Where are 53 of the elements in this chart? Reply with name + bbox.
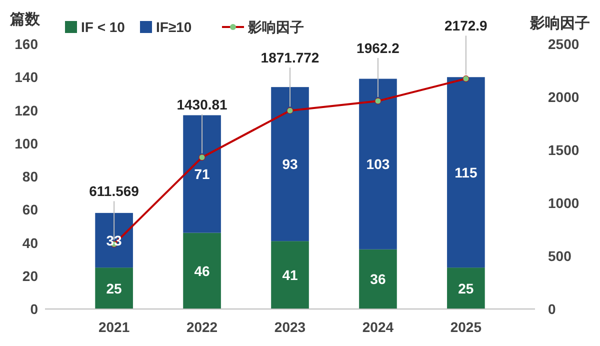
point	[198, 154, 206, 161]
y2-tick-label: 1000	[548, 195, 580, 211]
x-tick-label: 2022	[186, 319, 218, 335]
bar	[271, 241, 309, 309]
point	[462, 75, 470, 82]
y-tick-label: 100	[14, 135, 38, 152]
y2-tick-label: 1500	[548, 142, 580, 158]
point	[374, 98, 382, 104]
x-tick-label: 2025	[450, 319, 482, 335]
x-tick-label: 2024	[362, 319, 394, 335]
y2-tick-label: 2500	[548, 36, 580, 52]
legend-label: IF < 10	[81, 19, 126, 35]
data-label: 36	[370, 271, 386, 288]
bar	[271, 87, 309, 242]
x-tick-label: 2023	[274, 319, 306, 335]
bar	[95, 212, 133, 268]
point	[286, 107, 294, 114]
data-label: 1430.81	[176, 96, 228, 112]
bar	[183, 232, 221, 309]
legend-label: 影响因子	[247, 19, 304, 35]
bar	[447, 77, 485, 268]
y-axis-title: 篇数	[9, 11, 41, 28]
data-label: 25	[106, 280, 122, 296]
y-tick-label: 60	[22, 202, 38, 218]
y-tick-label: 80	[22, 168, 38, 184]
y-tick-label: 140	[14, 69, 38, 86]
data-label: 115	[454, 164, 478, 180]
y-tick-label: 0	[30, 301, 38, 317]
data-label: 41	[282, 267, 298, 284]
data-label: 25	[458, 280, 474, 296]
y2-tick-label: 0	[548, 301, 556, 317]
data-label: 93	[282, 156, 298, 172]
bar	[359, 78, 397, 250]
data-label: 1962.2	[356, 40, 400, 56]
bar	[183, 115, 221, 233]
y-tick-label: 120	[14, 102, 38, 118]
data-label: 46	[194, 262, 210, 279]
y2-axis-title: 影响因子	[529, 15, 590, 32]
x-tick-label: 2021	[98, 319, 130, 335]
data-label: 103	[366, 156, 390, 172]
legend-label: IF≥10	[156, 19, 192, 35]
data-label: 1871.772	[260, 50, 320, 66]
bar	[447, 268, 485, 309]
y-tick-label: 40	[22, 234, 38, 251]
bar	[95, 268, 133, 309]
data-label: 71	[194, 166, 210, 182]
y-tick-label: 20	[22, 268, 38, 284]
data-label: 2172.9	[444, 18, 488, 34]
data-label: 611.569	[89, 183, 140, 200]
y2-tick-label: 500	[548, 248, 572, 264]
bar	[359, 249, 397, 309]
y-tick-label: 160	[14, 36, 38, 52]
y2-tick-label: 2000	[548, 89, 580, 105]
